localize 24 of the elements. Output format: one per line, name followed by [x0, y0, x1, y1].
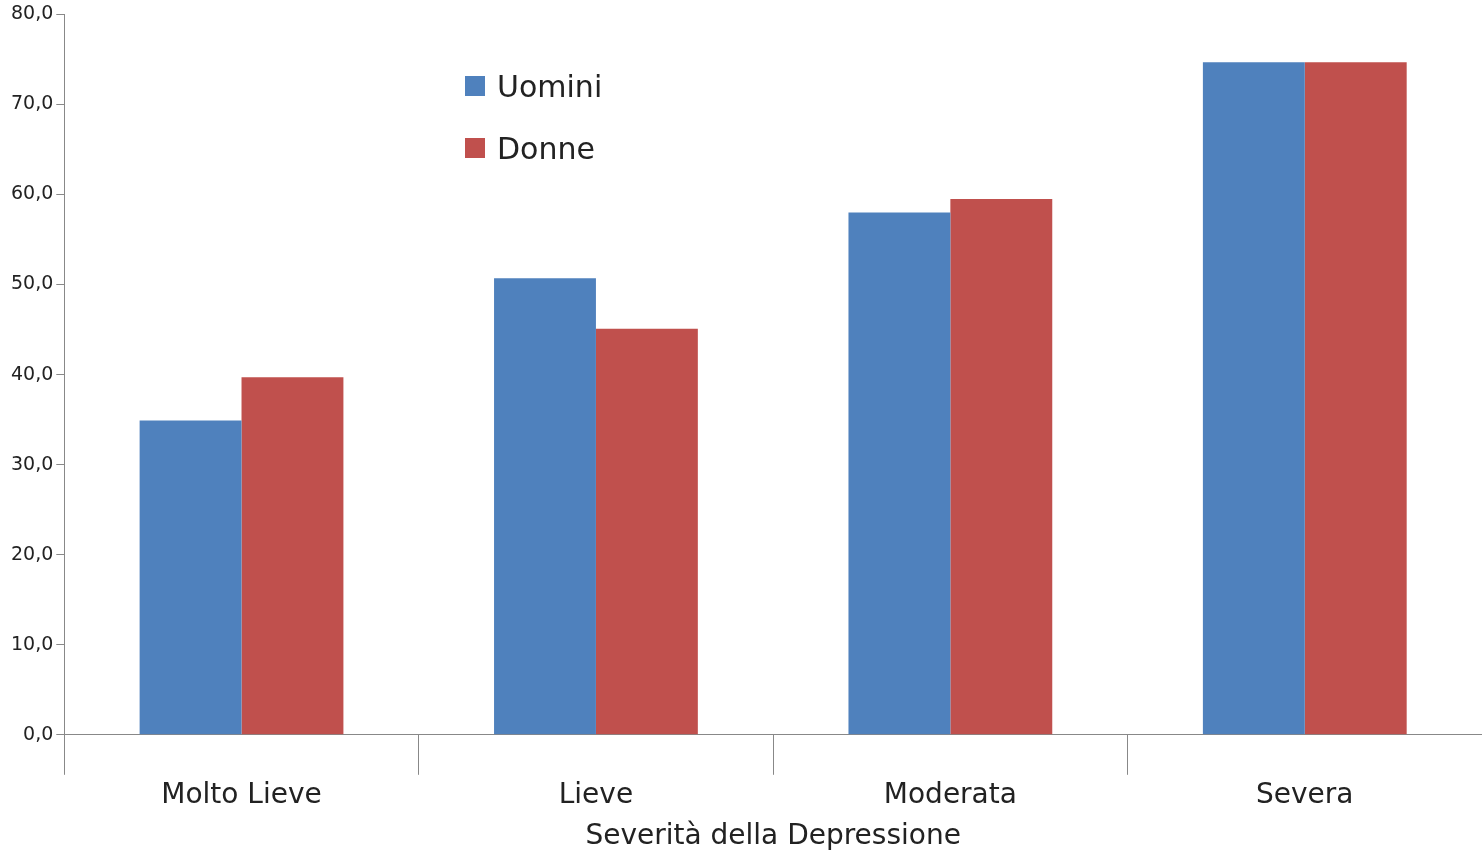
- y-tick-label: 20,0: [10, 541, 54, 564]
- bar: [950, 199, 1053, 735]
- bar: [1202, 62, 1305, 735]
- y-tick-label: 70,0: [10, 91, 54, 114]
- x-axis-title: Severità della Depressione: [585, 818, 961, 852]
- bar: [848, 212, 951, 735]
- y-tick-label: 80,0: [10, 1, 54, 24]
- x-tick-label: Moderata: [883, 776, 1017, 810]
- y-tick-label: 30,0: [10, 451, 54, 474]
- bar: [494, 278, 596, 735]
- bar: [1304, 62, 1407, 735]
- x-tick-label: Severa: [1256, 776, 1354, 810]
- bar: [595, 328, 698, 735]
- bar: [241, 377, 344, 735]
- y-tick-label: 10,0: [10, 631, 54, 654]
- bar: [139, 420, 242, 735]
- legend-label: Uomini: [497, 68, 603, 104]
- y-tick-label: 0,0: [23, 721, 54, 744]
- y-tick-label: 50,0: [10, 271, 54, 294]
- y-tick-label: 60,0: [10, 181, 54, 204]
- x-tick-label: Molto Lieve: [161, 776, 322, 810]
- legend-label: Donne: [497, 130, 595, 166]
- x-tick-label: Lieve: [558, 776, 634, 810]
- y-tick-label: 40,0: [10, 361, 54, 384]
